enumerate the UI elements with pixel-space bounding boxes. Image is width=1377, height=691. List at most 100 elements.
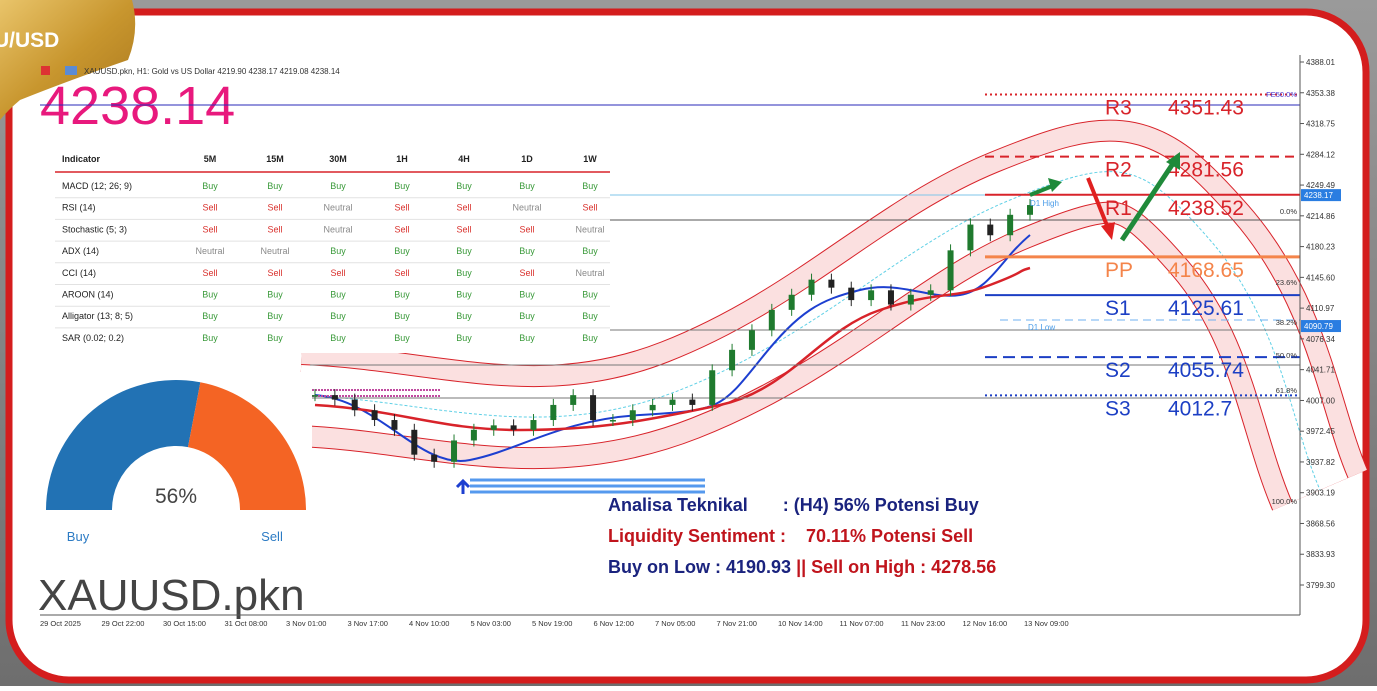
time-tick-label: 31 Oct 08:00 [225, 619, 268, 628]
candle [809, 280, 815, 295]
time-tick-label: 10 Nov 14:00 [778, 619, 823, 628]
signal: Buy [456, 181, 472, 191]
candle [411, 430, 417, 455]
price-tag-label: 4238.17 [1304, 191, 1333, 200]
signal: Buy [267, 333, 283, 343]
candle [511, 425, 517, 429]
candle [908, 295, 914, 305]
price-tick-label: 4249.49 [1306, 181, 1335, 190]
indicator-name: CCI (14) [62, 268, 96, 278]
signal: Sell [267, 203, 282, 213]
signal: Neutral [260, 246, 289, 256]
indicator-name: ADX (14) [62, 246, 99, 256]
price-tick-label: 4041.71 [1306, 366, 1335, 375]
pivot-value: 4168.65 [1168, 259, 1244, 282]
signal: Buy [330, 333, 346, 343]
signal: Buy [330, 311, 346, 321]
fib-label: 61.8% [1276, 386, 1298, 395]
signal: Sell [519, 224, 534, 234]
candle [590, 395, 596, 420]
candle [530, 420, 536, 430]
candle [451, 440, 457, 461]
signal: Sell [267, 268, 282, 278]
gauge-buy: Buy [67, 529, 90, 544]
indicator-name: RSI (14) [62, 203, 96, 213]
header-info: XAUUSD.pkn, H1: Gold vs US Dollar 4219.9… [84, 67, 340, 76]
candle [967, 225, 973, 251]
candle [312, 395, 318, 397]
candle [630, 410, 636, 420]
signal: Buy [202, 311, 218, 321]
time-tick-label: 3 Nov 01:00 [286, 619, 326, 628]
price-tick-label: 3833.93 [1306, 550, 1335, 559]
signal: Sell [267, 224, 282, 234]
price-tick-label: 4318.75 [1306, 120, 1335, 129]
time-tick-label: 7 Nov 05:00 [655, 619, 695, 628]
pivot-value: 4055.74 [1168, 359, 1244, 382]
gauge-label: 56% [155, 485, 197, 508]
icon [65, 66, 77, 75]
candle [928, 290, 934, 294]
candle [1007, 215, 1013, 235]
signal: Sell [394, 203, 409, 213]
signal: Buy [267, 311, 283, 321]
signal: Sell [394, 224, 409, 234]
signal: Sell [456, 224, 471, 234]
signal: Buy [519, 181, 535, 191]
price-tick-label: 4214.86 [1306, 212, 1335, 221]
signal: Sell [394, 268, 409, 278]
signal: Buy [582, 333, 598, 343]
pivot-name: PP [1105, 259, 1133, 282]
time-tick-label: 13 Nov 09:00 [1024, 619, 1069, 628]
indicator-name: Alligator (13; 8; 5) [62, 311, 133, 321]
candle [372, 410, 378, 420]
signal: Buy [582, 311, 598, 321]
signal: Sell [456, 203, 471, 213]
signal: Buy [519, 311, 535, 321]
current-price: 4238.14 [40, 76, 235, 136]
table-header: 1W [583, 154, 597, 164]
indicator-name: Stochastic (5; 3) [62, 224, 127, 234]
indicator-name: MACD (12; 26; 9) [62, 181, 132, 191]
fib-label: 100.0% [1272, 497, 1298, 506]
candle [391, 420, 397, 430]
price-tick-label: 3799.30 [1306, 581, 1335, 590]
signal: Buy [582, 181, 598, 191]
pivot-name: R3 [1105, 96, 1132, 119]
sell-on-high: || Sell on High : 4278.56 [796, 557, 996, 577]
candle [868, 290, 874, 300]
signal: Sell [202, 224, 217, 234]
price-tick-label: 4145.60 [1306, 273, 1335, 282]
price-tick-label: 4110.97 [1306, 304, 1335, 313]
time-tick-label: 11 Nov 07:00 [840, 619, 884, 628]
signal: Buy [330, 246, 346, 256]
pivot-name: R1 [1105, 197, 1132, 220]
signal: Buy [519, 246, 535, 256]
time-tick-label: 5 Nov 03:00 [471, 619, 511, 628]
candle [491, 425, 497, 429]
icon [41, 66, 50, 75]
candle [789, 295, 795, 310]
signal: Sell [519, 268, 534, 278]
signal: Buy [330, 181, 346, 191]
signal: Neutral [512, 203, 541, 213]
time-axis-labels: 29 Oct 202529 Oct 22:0030 Oct 15:0031 Oc… [40, 619, 1069, 628]
candle [987, 225, 993, 236]
fib-label: FE50.0% [1266, 90, 1297, 99]
signal: Buy [519, 290, 535, 300]
pivot-value: 4351.43 [1168, 96, 1244, 119]
candle [332, 395, 338, 399]
pivot-value: 4238.52 [1168, 197, 1244, 220]
candle [828, 280, 834, 288]
pivot-name: S2 [1105, 359, 1131, 382]
signal: Sell [202, 268, 217, 278]
price-tick-label: 4180.23 [1306, 243, 1335, 252]
table-header: 15M [266, 154, 284, 164]
candle [848, 288, 854, 300]
indicator-name: SAR (0.02; 0.2) [62, 333, 124, 343]
signal: Buy [202, 181, 218, 191]
time-tick-label: 11 Nov 23:00 [901, 619, 945, 628]
table-header: 30M [329, 154, 347, 164]
table-header: 4H [458, 154, 470, 164]
time-tick-label: 3 Nov 17:00 [348, 619, 388, 628]
